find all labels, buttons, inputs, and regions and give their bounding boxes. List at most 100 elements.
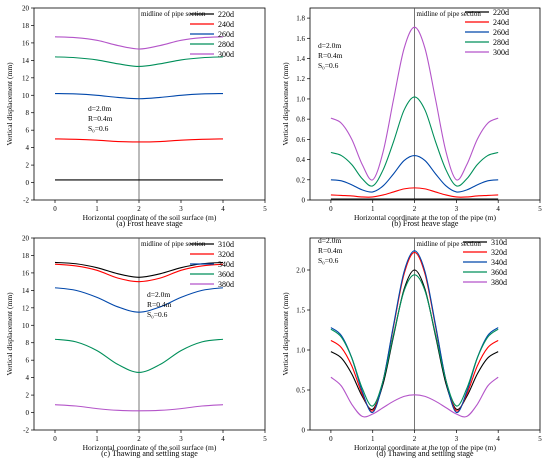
y-tick-label: 18 — [22, 22, 30, 30]
x-tick-label: 4 — [496, 205, 500, 213]
legend-label-300d: 300d — [218, 50, 234, 59]
panel-caption: (d) Thawing and settling stage — [376, 449, 474, 458]
y-tick-label: 0.6 — [296, 136, 305, 144]
y-tick-label: 1.0 — [296, 95, 305, 103]
panel-caption: (c) Thawing and settling stage — [101, 449, 198, 458]
y-tick-label: 14 — [22, 57, 30, 65]
param-annotation: S₀=0.6 — [318, 256, 339, 265]
x-tick-label: 2 — [413, 205, 417, 213]
y-tick-label: 1.4 — [296, 55, 305, 63]
y-tick-label: 12 — [22, 304, 30, 312]
y-tick-label: 16 — [22, 39, 30, 47]
series-line-360d — [330, 274, 499, 407]
y-tick-label: 6 — [26, 127, 30, 135]
param-annotation: S₀=0.6 — [318, 61, 339, 70]
x-tick-label: 0 — [329, 435, 333, 443]
param-annotation: R=0.4m — [147, 300, 172, 309]
plot-frame — [309, 237, 541, 431]
y-tick-label: 0 — [26, 179, 30, 187]
y-tick-label: 14 — [22, 287, 30, 295]
x-tick-label: 4 — [221, 205, 225, 213]
y-tick-label: 10 — [22, 92, 30, 100]
x-axis-label: Horizontal coordinate of the soil surfac… — [83, 443, 217, 452]
legend-label-260d: 260d — [493, 28, 509, 37]
x-tick-label: 5 — [538, 435, 542, 443]
plot-frame — [33, 7, 266, 201]
x-axis-label: Horizontal coordinate at the top of the … — [354, 213, 497, 222]
x-tick-label: 3 — [179, 435, 183, 443]
y-axis-label: Vertical displacement (mm) — [281, 292, 290, 376]
plot-frame — [309, 7, 541, 201]
param-annotation: d=2.0m — [318, 236, 341, 245]
series-line-300d — [54, 36, 224, 50]
legend-label-310d: 310d — [218, 240, 234, 249]
param-annotation: R=0.4m — [318, 51, 343, 60]
series-line-320d — [330, 251, 499, 412]
series-line-280d — [330, 96, 499, 187]
chart-panel-d: 0 1 2 3 4 5 0 0.5 1.0 1.5 2.0 Horizontal coordinate… — [281, 236, 542, 458]
y-tick-label: 1.2 — [296, 75, 305, 83]
x-tick-label: 0 — [329, 205, 333, 213]
legend-label-320d: 320d — [218, 250, 234, 259]
y-tick-label: 12 — [22, 74, 30, 82]
param-annotation: R=0.4m — [318, 246, 343, 255]
midline-label: midline of pipe section — [417, 10, 482, 18]
legend-label-340d: 340d — [218, 260, 234, 269]
y-tick-label: 1.6 — [296, 35, 305, 43]
y-tick-label: 20 — [22, 235, 30, 243]
x-tick-label: 1 — [95, 435, 99, 443]
x-tick-label: 3 — [179, 205, 183, 213]
param-annotation: S₀=0.6 — [147, 310, 168, 319]
x-tick-label: 1 — [95, 205, 99, 213]
y-tick-label: 0 — [302, 197, 306, 205]
series-line-260d — [330, 154, 499, 193]
y-tick-label: 20 — [22, 5, 30, 13]
series-line-380d — [330, 376, 499, 418]
y-tick-label: 18 — [22, 252, 30, 260]
x-tick-label: 5 — [263, 205, 267, 213]
legend-label-380d: 380d — [218, 280, 234, 289]
y-tick-label: 1.0 — [296, 347, 305, 355]
panel-caption: (a) Frost heave stage — [116, 219, 183, 228]
legend-label-220d: 220d — [218, 10, 234, 19]
series-line-300d — [330, 26, 499, 181]
x-tick-label: 2 — [413, 435, 417, 443]
y-tick-label: 0.5 — [296, 387, 305, 395]
x-tick-label: 3 — [455, 435, 459, 443]
series-line-320d — [54, 263, 224, 283]
y-tick-label: 2.0 — [296, 267, 305, 275]
midline-label: midline of pipe section — [141, 10, 206, 18]
x-tick-label: 0 — [53, 205, 57, 213]
y-tick-label: 2 — [26, 392, 30, 400]
x-tick-label: 1 — [371, 435, 375, 443]
param-annotation: d=2.0m — [147, 290, 170, 299]
legend-label-260d: 260d — [218, 30, 234, 39]
y-tick-label: 4 — [26, 144, 30, 152]
y-tick-label: 2 — [26, 162, 30, 170]
y-tick-label: -2 — [23, 197, 29, 205]
x-tick-label: 2 — [137, 205, 141, 213]
y-tick-label: 10 — [22, 322, 30, 330]
midline-label: midline of pipe section — [141, 240, 206, 248]
x-axis-label: Horizontal coordinate at the top of the … — [354, 443, 497, 452]
x-tick-label: 1 — [371, 205, 375, 213]
y-tick-label: 0.2 — [296, 176, 305, 184]
y-tick-label: 16 — [22, 269, 30, 277]
x-tick-label: 4 — [221, 435, 225, 443]
chart-panel-b: 0 1 2 3 4 5 0 0.2 0.4 0.6 0.8 1.0 1.2 1.4 1.6 1.8 Horizo… — [281, 7, 542, 228]
y-tick-label: 0.4 — [296, 156, 305, 164]
series-line-240d — [330, 187, 499, 198]
y-tick-label: 0 — [302, 427, 306, 435]
legend-label-300d: 300d — [493, 48, 509, 57]
x-axis-label: Horizontal coordinate of the soil surfac… — [83, 213, 217, 222]
legend-label-320d: 320d — [491, 248, 507, 257]
y-tick-label: 1.5 — [296, 307, 305, 315]
series-line-340d — [330, 250, 499, 413]
midline-label: midline of pipe section — [417, 240, 482, 248]
x-tick-label: 0 — [53, 435, 57, 443]
y-axis-label: Vertical displacement (mm) — [281, 62, 290, 146]
